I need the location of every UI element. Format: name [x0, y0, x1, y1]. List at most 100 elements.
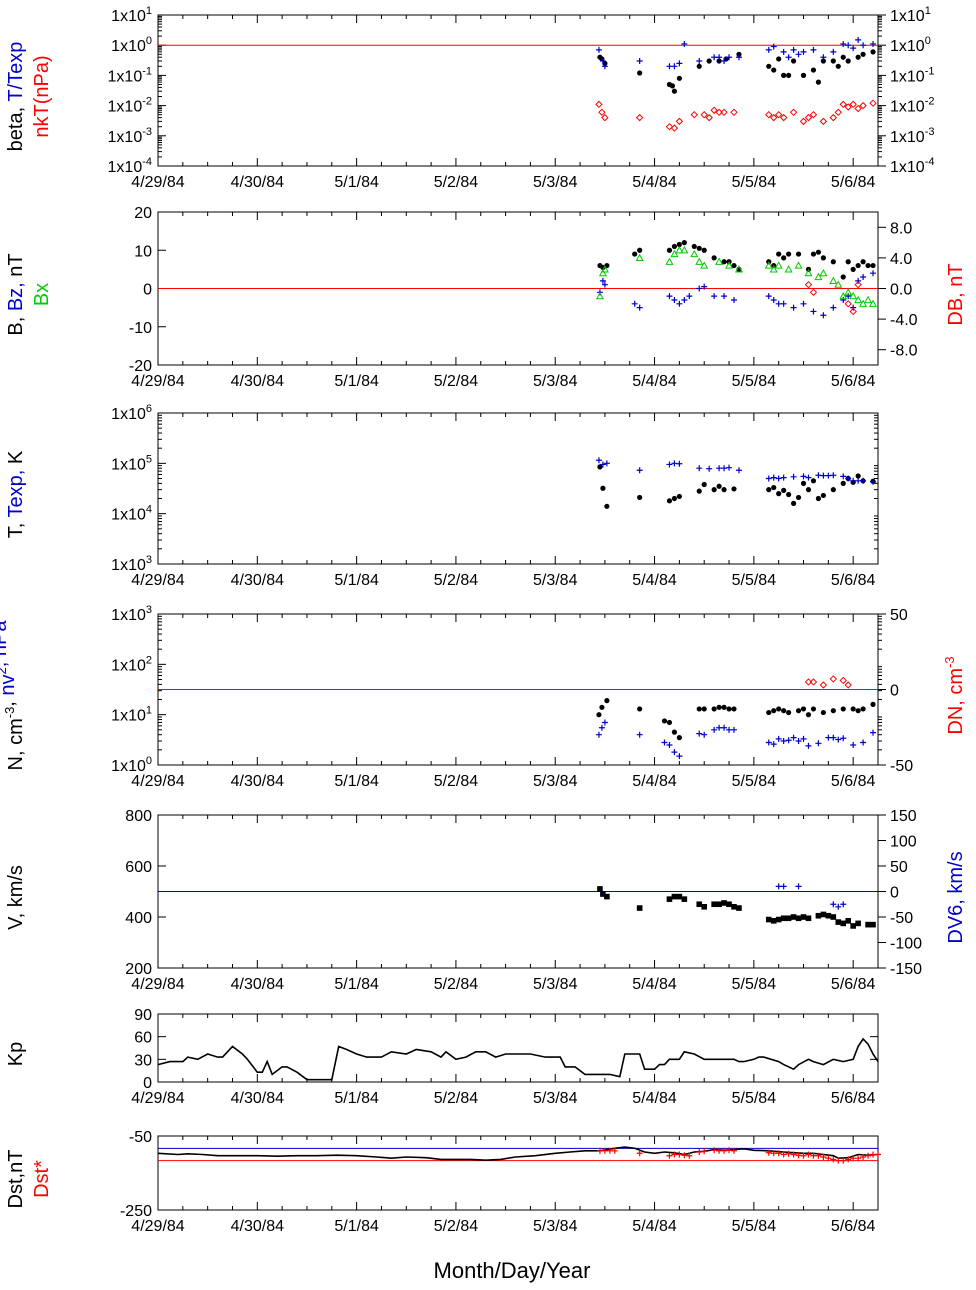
- data-point: [701, 481, 707, 488]
- y-axis-label-right: DV6, km/s: [945, 851, 967, 943]
- x-tick-label: 5/4/84: [632, 373, 677, 390]
- data-point: [786, 491, 792, 498]
- y-axis-label: beta, T/Texp: [5, 42, 27, 152]
- data-point: [864, 295, 873, 304]
- x-tick-label: 5/5/84: [732, 773, 777, 790]
- data-point: [716, 901, 722, 908]
- data-point: [865, 1152, 872, 1159]
- data-point: [600, 485, 606, 491]
- x-tick-label: 5/5/84: [732, 976, 777, 993]
- data-point: [675, 117, 684, 126]
- data-point: [670, 249, 679, 258]
- data-point: [770, 113, 778, 122]
- data-point: [865, 262, 871, 269]
- data-point: [770, 296, 777, 303]
- data-point: [636, 57, 643, 64]
- data-point: [676, 1151, 683, 1158]
- panel-Dst: 4/29/84 4/30/84 5/1/84 5/2/84 5/3/84 5/4/84 5/…: [5, 1129, 881, 1235]
- data-point: [845, 918, 852, 924]
- data-point: [780, 48, 787, 55]
- data-point: [671, 749, 678, 756]
- data-point: [870, 40, 877, 47]
- y-tick-label: 1x10-1: [108, 65, 152, 85]
- x-tick-label: 5/3/84: [533, 174, 578, 191]
- data-point: [800, 706, 807, 712]
- panel-velocity: 4/29/84 4/30/84 5/1/84 5/2/84 5/3/84 5/4/84 5/…: [5, 808, 967, 993]
- data-point: [840, 480, 846, 486]
- data-point: [601, 281, 608, 288]
- y-axis-label: B, Bz, nT: [5, 253, 27, 335]
- y-tick-label: 1x101: [111, 5, 152, 25]
- data-point: [676, 493, 682, 500]
- data-point: [830, 901, 837, 908]
- data-point: [839, 291, 848, 300]
- data-point: [776, 491, 782, 497]
- data-point: [830, 472, 837, 479]
- data-point: [775, 475, 782, 482]
- y-tick-label: 1x101: [111, 705, 152, 725]
- data-point: [780, 300, 787, 307]
- data-point: [600, 891, 606, 897]
- data-point: [696, 706, 702, 712]
- x-tick-label: 4/30/84: [231, 373, 284, 390]
- data-point: [669, 83, 676, 89]
- data-point: [598, 108, 606, 117]
- data-point: [830, 734, 837, 741]
- data-point: [834, 280, 843, 288]
- y-tick-label-right: 50: [890, 859, 908, 876]
- data-point: [676, 460, 683, 467]
- data-point: [631, 300, 638, 307]
- y-tick-label-right: 1x100: [890, 35, 931, 55]
- x-tick-label: 5/6/84: [831, 1090, 876, 1107]
- y-tick-label-right: 50: [890, 607, 908, 624]
- data-point: [604, 698, 610, 704]
- x-tick-label: 5/2/84: [434, 773, 479, 790]
- data-point: [666, 1152, 673, 1159]
- data-point: [830, 304, 837, 311]
- y-tick-label-right: 0: [890, 885, 899, 902]
- y-tick-label-right: -50: [890, 910, 913, 927]
- data-point: [844, 288, 853, 296]
- x-tick-label: 5/6/84: [831, 572, 876, 589]
- y-tick-label-right: 1x10-4: [890, 156, 934, 176]
- data-point: [636, 467, 643, 474]
- data-point: [810, 67, 817, 73]
- data-point: [771, 708, 777, 714]
- data-point: [597, 464, 603, 470]
- data-point: [854, 295, 863, 304]
- panel-temperature: 4/29/84 4/30/84 5/1/84 5/2/84 5/3/84 5/4/84 5/…: [5, 403, 879, 589]
- data-point: [840, 1157, 847, 1164]
- data-point: [820, 709, 826, 716]
- data-point: [726, 706, 732, 712]
- y-tick-label-right: 0: [890, 683, 899, 700]
- data-point: [825, 1155, 832, 1162]
- data-point: [786, 709, 792, 716]
- data-point: [599, 57, 606, 64]
- data-point: [700, 110, 708, 119]
- data-point: [800, 300, 807, 307]
- data-point: [805, 915, 812, 922]
- data-point: [790, 914, 797, 920]
- y-axis-label: V, km/s: [5, 865, 27, 930]
- data-point: [781, 708, 787, 714]
- data-point: [636, 731, 643, 738]
- data-point: [854, 104, 862, 113]
- data-point: [601, 113, 609, 122]
- x-tick-label: 5/3/84: [533, 572, 578, 589]
- x-tick-label: 5/1/84: [334, 976, 379, 993]
- data-point: [765, 916, 772, 923]
- data-point: [731, 486, 737, 492]
- data-point: [706, 58, 712, 64]
- data-point: [716, 58, 722, 64]
- data-point: [840, 706, 846, 712]
- data-point: [815, 1152, 822, 1159]
- y-tick-label: -10: [129, 320, 152, 337]
- data-point: [595, 731, 602, 738]
- data-point: [855, 920, 861, 927]
- data-point: [825, 912, 832, 919]
- data-point: [844, 300, 852, 308]
- series-1: [596, 1147, 881, 1164]
- y-tick-label: -20: [129, 358, 152, 375]
- data-point: [779, 113, 788, 122]
